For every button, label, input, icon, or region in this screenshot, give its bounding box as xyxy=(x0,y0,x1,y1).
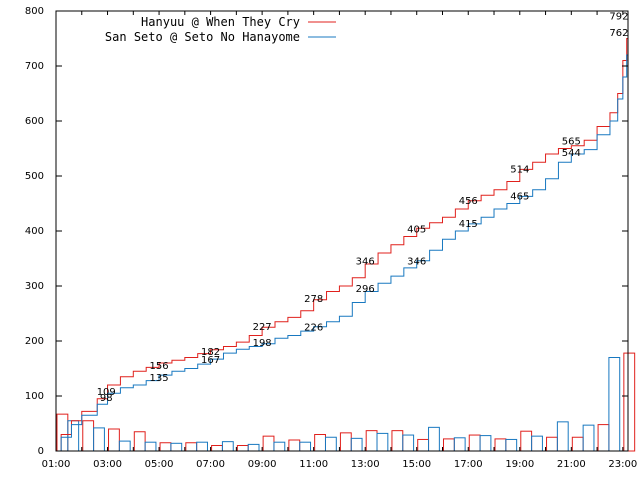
data-label: 346 xyxy=(407,257,426,268)
line-series-0 xyxy=(56,15,629,452)
bar-series-0 xyxy=(494,438,507,452)
bar-series-0 xyxy=(82,420,95,452)
x-tick-label: 05:00 xyxy=(145,459,174,470)
y-tick-label: 200 xyxy=(25,336,44,347)
x-tick-label: 21:00 xyxy=(557,459,586,470)
legend-label: San Seto @ Seto No Hanayome xyxy=(105,30,300,44)
bar-series-0 xyxy=(571,436,584,452)
bar-series-0 xyxy=(623,352,636,452)
data-label: 278 xyxy=(304,294,323,305)
bar-series-0 xyxy=(185,442,198,452)
x-tick-label: 01:00 xyxy=(42,459,71,470)
x-axis: 01:00 03:00 05:00 07:00 09:00 11:00 13:00 15:00… xyxy=(42,11,637,470)
hourly-bars xyxy=(56,352,636,452)
bar-series-1 xyxy=(196,441,208,452)
line-series-1 xyxy=(56,31,629,452)
x-tick-label: 19:00 xyxy=(505,459,534,470)
data-label: 227 xyxy=(253,322,272,333)
x-tick-label: 11:00 xyxy=(299,459,328,470)
x-tick-label: 17:00 xyxy=(454,459,483,470)
y-tick-label: 700 xyxy=(25,61,44,72)
bar-series-1 xyxy=(93,427,105,452)
bar-series-0 xyxy=(417,438,430,452)
y-tick-label: 800 xyxy=(25,6,44,17)
bar-series-0 xyxy=(236,445,249,452)
bar-series-1 xyxy=(376,432,389,452)
data-label: 182 xyxy=(201,347,220,358)
x-tick-label: 07:00 xyxy=(196,459,225,470)
bar-series-1 xyxy=(428,426,440,452)
data-label: 465 xyxy=(510,191,529,202)
bar-series-1 xyxy=(505,438,518,452)
bar-series-1 xyxy=(247,443,260,452)
bar-series-1 xyxy=(531,435,543,452)
bar-series-0 xyxy=(159,442,172,452)
bar-series-1 xyxy=(118,440,131,452)
bar-series-0 xyxy=(262,435,275,452)
x-tick-label: 09:00 xyxy=(248,459,277,470)
bar-series-0 xyxy=(211,445,223,452)
bar-series-1 xyxy=(402,434,415,452)
bar-series-0 xyxy=(442,438,455,452)
data-label: 198 xyxy=(253,338,272,349)
bar-series-1 xyxy=(453,437,466,452)
bar-series-1 xyxy=(299,441,312,452)
data-label: 514 xyxy=(510,164,529,175)
y-tick-label: 100 xyxy=(25,391,44,402)
data-label: 544 xyxy=(562,148,581,159)
x-tick-label: 15:00 xyxy=(402,459,431,470)
bar-series-1 xyxy=(170,442,183,452)
data-label: 296 xyxy=(356,284,375,295)
x-tick-label: 23:00 xyxy=(608,459,637,470)
data-label: 98 xyxy=(100,393,113,404)
cumulative-lines xyxy=(56,15,629,452)
bar-series-0 xyxy=(314,434,326,452)
y-tick-label: 300 xyxy=(25,281,44,292)
data-label: 456 xyxy=(459,196,478,207)
y-tick-label: 0 xyxy=(38,446,44,457)
bar-series-0 xyxy=(288,439,301,452)
bar-series-0 xyxy=(391,430,404,452)
bar-series-0 xyxy=(468,434,481,452)
data-label: 405 xyxy=(407,224,426,235)
data-label: 565 xyxy=(562,136,581,147)
bar-series-0 xyxy=(520,430,533,452)
y-tick-label: 400 xyxy=(25,226,44,237)
data-label: 346 xyxy=(356,257,375,268)
bar-series-1 xyxy=(582,424,595,452)
bar-series-1 xyxy=(324,436,337,452)
bar-series-1 xyxy=(221,441,234,452)
x-tick-label: 03:00 xyxy=(93,459,122,470)
y-tick-label: 500 xyxy=(25,171,44,182)
bar-series-0 xyxy=(108,428,120,452)
bar-series-0 xyxy=(546,436,558,452)
y-axis: 0 100 200 300 400 500 600 700 800 xyxy=(25,6,628,457)
data-label: 762 xyxy=(609,28,628,39)
data-label: 156 xyxy=(150,361,169,372)
bar-series-1 xyxy=(273,441,286,452)
bar-series-0 xyxy=(365,430,378,452)
data-label: 415 xyxy=(459,219,478,230)
data-label: 167 xyxy=(201,355,220,366)
y-tick-label: 600 xyxy=(25,116,44,127)
bar-series-1 xyxy=(479,435,492,452)
bar-series-0 xyxy=(597,424,610,452)
data-label: 226 xyxy=(304,323,323,334)
bar-series-0 xyxy=(339,432,352,452)
bar-series-1 xyxy=(556,421,569,452)
x-tick-label: 13:00 xyxy=(351,459,380,470)
data-label: 109 xyxy=(97,387,116,398)
legend-label: Hanyuu @ When They Cry xyxy=(141,15,300,29)
bar-series-1 xyxy=(67,420,80,452)
bar-series-1 xyxy=(608,357,621,452)
data-label: 135 xyxy=(150,373,169,384)
bar-series-0 xyxy=(56,413,69,452)
bar-series-1 xyxy=(350,437,363,452)
bar-series-0 xyxy=(133,431,146,452)
data-label: 792 xyxy=(609,11,628,22)
bar-series-1 xyxy=(144,441,157,452)
